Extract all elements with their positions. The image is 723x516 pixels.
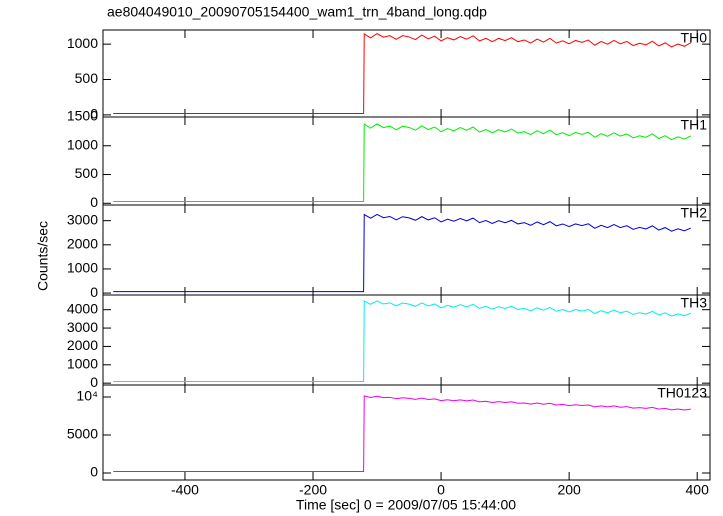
y-axis-label: Counts/sec (35, 221, 51, 291)
data-line (113, 123, 692, 203)
panel-label: TH0 (681, 30, 708, 46)
y-tick-label: 1000 (67, 355, 98, 371)
data-line (113, 32, 692, 114)
y-tick-label: 1500 (67, 108, 98, 124)
x-tick-label: 200 (557, 482, 581, 498)
panel-frame (102, 204, 711, 296)
y-tick-label: 1000 (67, 35, 98, 51)
y-tick-label: 3000 (67, 319, 98, 335)
y-tick-label: 2000 (67, 236, 98, 252)
panel-label: TH1 (681, 117, 708, 133)
y-tick-label: 0 (90, 284, 98, 300)
panel-frame (102, 384, 711, 481)
y-tick-label: 3000 (67, 211, 98, 227)
y-tick-label: 0 (90, 194, 98, 210)
x-tick-label: -200 (299, 482, 327, 498)
y-tick-label: 0 (90, 106, 98, 122)
x-tick-label: -400 (171, 482, 199, 498)
y-tick-label: 5000 (67, 426, 98, 442)
x-axis-label: Time [sec] 0 = 2009/07/05 15:44:00 (296, 497, 516, 513)
panel-frame (102, 294, 711, 386)
panel-label: TH3 (681, 295, 708, 311)
y-tick-label: 0 (90, 374, 98, 390)
y-tick-label: 0 (90, 464, 98, 480)
y-tick-label: 1000 (67, 260, 98, 276)
x-tick-label: 0 (437, 482, 445, 498)
panel-frame (102, 116, 711, 206)
panel-label: TH2 (681, 205, 708, 221)
y-tick-label: 500 (75, 70, 99, 86)
x-tick-label: 400 (686, 482, 710, 498)
data-line (113, 300, 691, 383)
y-tick-label: 2000 (67, 337, 98, 353)
data-line (113, 395, 691, 472)
y-tick-label: 500 (75, 165, 99, 181)
data-line (113, 213, 691, 293)
panel-label: TH0123 (657, 385, 707, 401)
y-tick-label: 1000 (67, 136, 98, 152)
y-tick-label: 10⁴ (76, 388, 98, 404)
y-tick-label: 4000 (67, 300, 98, 316)
chart-title: ae804049010_20090705154400_wam1_trn_4ban… (107, 4, 487, 20)
